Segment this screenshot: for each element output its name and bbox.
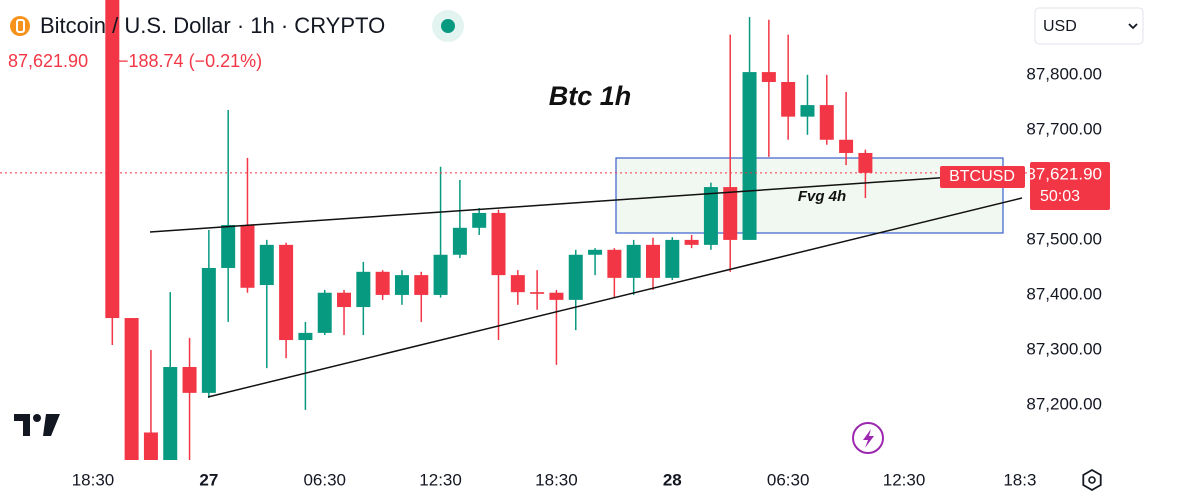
candle-body xyxy=(684,239,699,245)
y-tick-label: 87,400.00 xyxy=(1026,284,1102,303)
candle-body xyxy=(665,239,680,278)
x-tick-label: 28 xyxy=(663,470,682,489)
candle-body xyxy=(645,244,660,278)
candle-body xyxy=(279,244,294,341)
candle-body xyxy=(105,0,120,319)
candle-body xyxy=(317,292,332,333)
y-tick-label: 87,300.00 xyxy=(1026,339,1102,358)
annotation: Btc 1h xyxy=(549,81,632,111)
countdown: 50:03 xyxy=(1040,188,1080,205)
candle-body xyxy=(742,72,757,240)
logo-part xyxy=(33,414,41,422)
candle-body xyxy=(858,152,873,173)
candle-body xyxy=(356,271,371,308)
price-axis: 87,200.00 87,300.00 87,400.00 87,500.00 87,7… xyxy=(1026,64,1102,413)
annotation: Fvg 4h xyxy=(798,188,846,205)
candle-body xyxy=(703,187,718,245)
header: Bitcoin / U.S. Dollar · 1h · CRYPTO 87,6… xyxy=(8,10,464,71)
coin-glyph xyxy=(16,19,25,33)
x-tick-label: 18:30 xyxy=(535,470,578,489)
y-tick-label: 87,800.00 xyxy=(1026,64,1102,83)
candle-body xyxy=(510,275,525,293)
currency-select[interactable] xyxy=(1034,7,1144,45)
candle-body xyxy=(201,267,216,393)
logo-part xyxy=(14,414,30,436)
title: Bitcoin / U.S. Dollar · 1h · CRYPTO xyxy=(40,13,385,38)
symbol-badge xyxy=(940,166,1025,188)
candle-body xyxy=(607,249,622,278)
candle-body xyxy=(433,254,448,295)
settings-icon[interactable] xyxy=(1082,468,1102,492)
candle-body xyxy=(182,367,197,393)
candle-body xyxy=(839,139,854,153)
candle-body xyxy=(472,212,487,228)
candle-body xyxy=(375,271,390,295)
candle-body xyxy=(491,212,506,276)
logo-part xyxy=(43,414,60,436)
status-dot xyxy=(441,19,455,33)
candle-body xyxy=(394,275,409,295)
candle-body xyxy=(143,432,158,460)
trendline-lower xyxy=(207,197,1023,398)
candle-body xyxy=(549,292,564,300)
y-tick-label: 87,500.00 xyxy=(1026,229,1102,248)
y-tick-label: 87,200.00 xyxy=(1026,394,1102,413)
candle-body xyxy=(781,81,796,117)
candles xyxy=(105,0,873,460)
alert-glyph xyxy=(863,429,874,448)
candle-body xyxy=(819,105,834,140)
candle-body xyxy=(530,292,545,294)
x-tick-label: 18:30 xyxy=(72,470,115,489)
candle-body xyxy=(124,318,139,460)
x-tick-label: 12:30 xyxy=(883,470,926,489)
candle-body xyxy=(414,275,429,295)
candle-body xyxy=(800,105,815,117)
price-badge xyxy=(1030,162,1110,210)
candle-body xyxy=(452,227,467,255)
x-tick-label: 12:30 xyxy=(419,470,462,489)
last-price-label: 87,621.90 xyxy=(1026,164,1102,183)
candle-body xyxy=(568,254,583,300)
candle-body xyxy=(259,244,274,286)
x-tick-label: 06:30 xyxy=(767,470,810,489)
settings-glyph xyxy=(1088,476,1096,484)
candle-body xyxy=(240,225,255,288)
candle-body xyxy=(588,249,603,255)
candle-body xyxy=(163,367,178,460)
candle-body xyxy=(337,292,352,308)
x-tick-label: 18:3 xyxy=(1003,470,1036,489)
candle-body xyxy=(626,244,641,278)
header-price: 87,621.90 xyxy=(8,51,88,71)
candle-body xyxy=(298,332,313,341)
candle-body xyxy=(221,225,236,268)
x-tick-label: 27 xyxy=(199,470,218,489)
coin-icon xyxy=(10,16,30,36)
y-tick-label: 87,700.00 xyxy=(1026,119,1102,138)
x-tick-label: 06:30 xyxy=(303,470,346,489)
header-change: −188.74 (−0.21%) xyxy=(118,51,262,71)
symbol-label: BTCUSD xyxy=(949,168,1015,185)
candle-body xyxy=(723,187,738,240)
candle-body xyxy=(761,72,776,82)
tv-logo xyxy=(14,414,60,436)
time-axis: 18:30 27 06:30 12:30 18:30 28 06:30 12:30 18:3 xyxy=(72,470,1037,489)
dropdown-arrow xyxy=(1128,23,1138,30)
trendline-upper xyxy=(149,171,1026,233)
currency-label: USD xyxy=(1043,18,1077,35)
